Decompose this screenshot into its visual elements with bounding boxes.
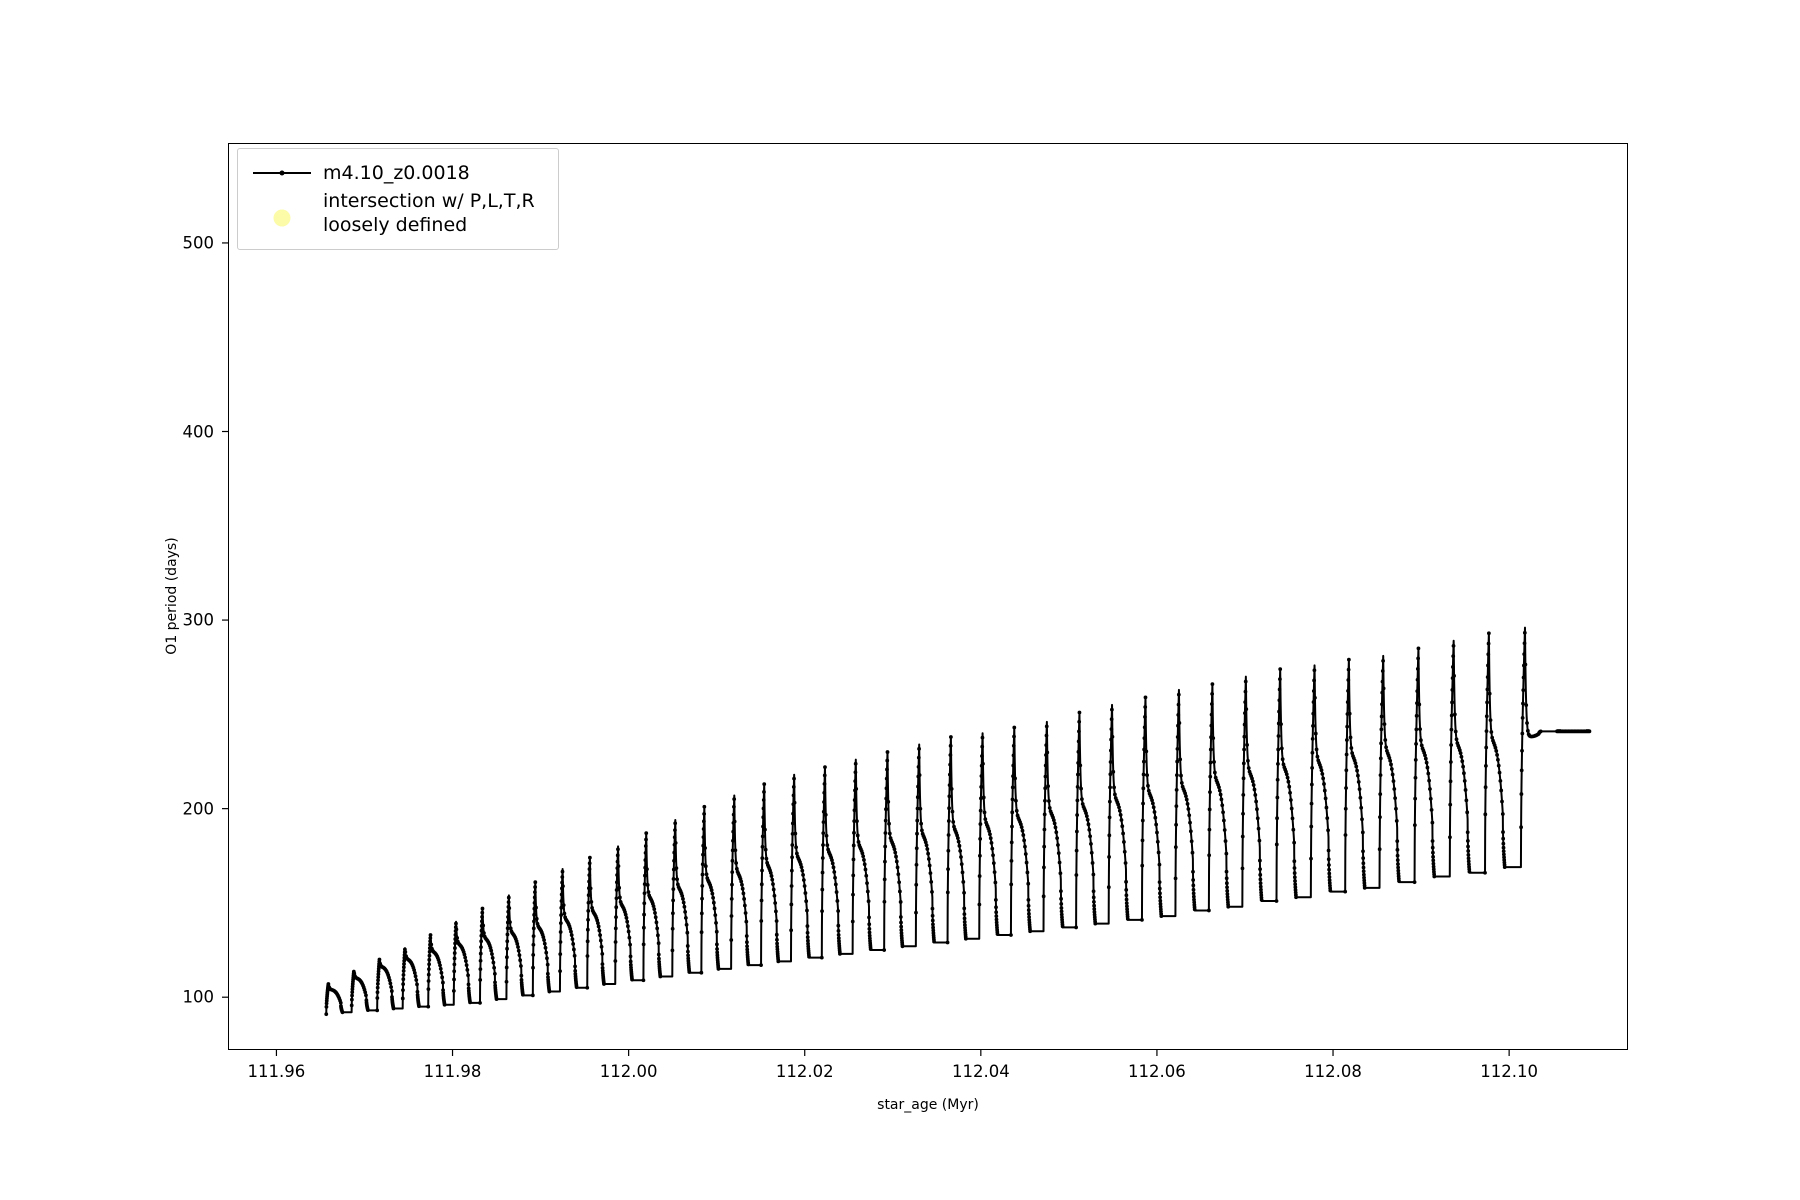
x-tick-label: 112.10 — [1480, 1062, 1538, 1081]
x-tick-label: 111.98 — [423, 1062, 482, 1081]
y-tick-label: 300 — [182, 610, 215, 630]
x-tick-label: 111.96 — [247, 1062, 306, 1081]
x-tick-label: 112.04 — [951, 1062, 1010, 1081]
circle-marker-icon — [251, 205, 313, 231]
legend-label-intersection: intersection w/ P,L,T,R loosely defined — [323, 190, 535, 236]
y-axis-title: O1 period (days) — [164, 537, 180, 655]
legend-entry-intersection[interactable]: intersection w/ P,L,T,R loosely defined — [251, 188, 545, 237]
tick-marks — [222, 242, 1510, 1056]
axes-frame — [228, 143, 1628, 1050]
x-tick-label: 112.08 — [1304, 1062, 1362, 1081]
x-tick-label: 112.06 — [1128, 1062, 1186, 1081]
y-tick-label: 500 — [182, 233, 215, 253]
x-axis-title: star_age (Myr) — [877, 1097, 979, 1113]
x-tick-label: 112.00 — [599, 1062, 658, 1081]
legend: m4.10_z0.0018 intersection w/ P,L,T,R lo… — [237, 148, 559, 250]
line-marker-icon — [251, 160, 313, 186]
legend-entry-series[interactable]: m4.10_z0.0018 — [251, 160, 545, 186]
legend-label-series: m4.10_z0.0018 — [323, 162, 470, 184]
data-series-layer — [324, 626, 1592, 1017]
x-tick-label: 112.02 — [775, 1062, 834, 1081]
y-tick-label: 100 — [182, 987, 215, 1007]
y-tick-label: 400 — [182, 422, 215, 441]
y-tick-label: 200 — [182, 799, 215, 819]
